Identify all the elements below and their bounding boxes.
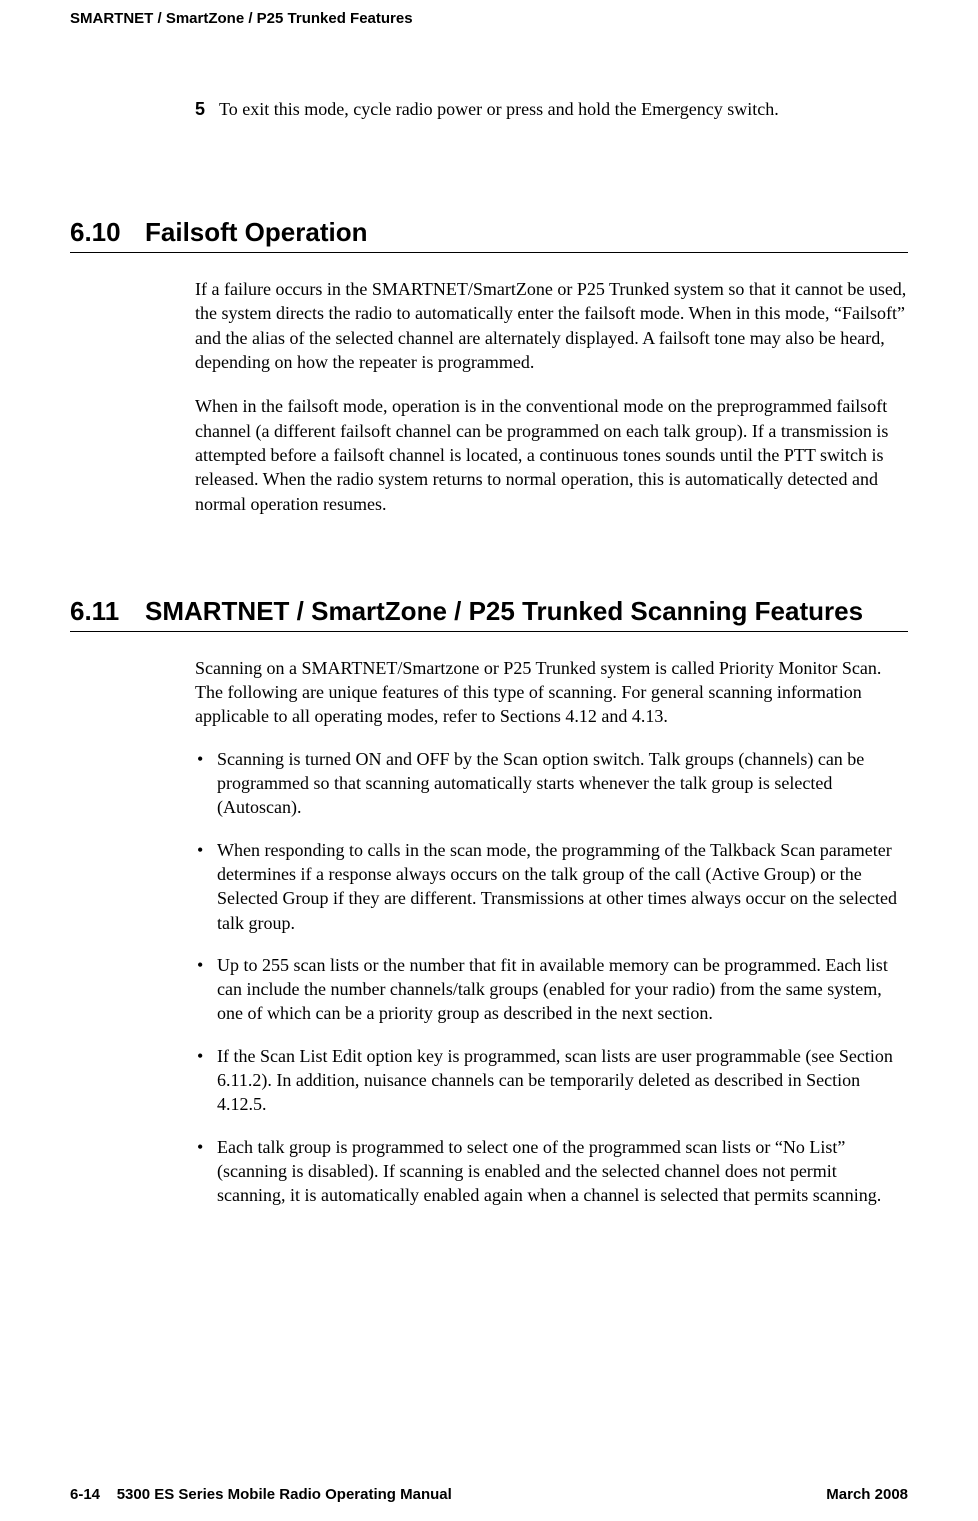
footer-right: March 2008: [826, 1486, 908, 1503]
list-item: When responding to calls in the scan mod…: [195, 838, 908, 935]
section-title: SMARTNET / SmartZone / P25 Trunked Scann…: [145, 596, 863, 626]
section-rule: [70, 252, 908, 253]
paragraph: When in the failsoft mode, operation is …: [195, 394, 908, 515]
section-number: 6.10: [70, 217, 145, 248]
paragraph: If a failure occurs in the SMARTNET/Smar…: [195, 277, 908, 374]
running-header: SMARTNET / SmartZone / P25 Trunked Featu…: [70, 10, 908, 27]
section-610-body: If a failure occurs in the SMARTNET/Smar…: [195, 277, 908, 516]
footer-page-number: 6-14: [70, 1486, 100, 1503]
list-item: Each talk group is programmed to select …: [195, 1135, 908, 1208]
paragraph: Scanning on a SMARTNET/Smartzone or P25 …: [195, 656, 908, 729]
section-heading-610: 6.10Failsoft Operation: [70, 217, 908, 248]
section-rule: [70, 631, 908, 632]
footer-manual-title: 5300 ES Series Mobile Radio Operating Ma…: [117, 1486, 452, 1503]
section-heading-611: 6.11SMARTNET / SmartZone / P25 Trunked S…: [70, 596, 908, 627]
list-item: Scanning is turned ON and OFF by the Sca…: [195, 747, 908, 820]
footer-left: 6-14 5300 ES Series Mobile Radio Operati…: [70, 1486, 452, 1503]
step-number: 5: [195, 97, 219, 122]
section-611-body: Scanning on a SMARTNET/Smartzone or P25 …: [195, 656, 908, 1208]
page-footer: 6-14 5300 ES Series Mobile Radio Operati…: [0, 1486, 978, 1503]
numbered-step: 5 To exit this mode, cycle radio power o…: [195, 97, 908, 122]
step-text: To exit this mode, cycle radio power or …: [219, 97, 908, 122]
section-number: 6.11: [70, 596, 145, 627]
bullet-list: Scanning is turned ON and OFF by the Sca…: [195, 747, 908, 1208]
list-item: Up to 255 scan lists or the number that …: [195, 953, 908, 1026]
section-title: Failsoft Operation: [145, 217, 367, 247]
list-item: If the Scan List Edit option key is prog…: [195, 1044, 908, 1117]
